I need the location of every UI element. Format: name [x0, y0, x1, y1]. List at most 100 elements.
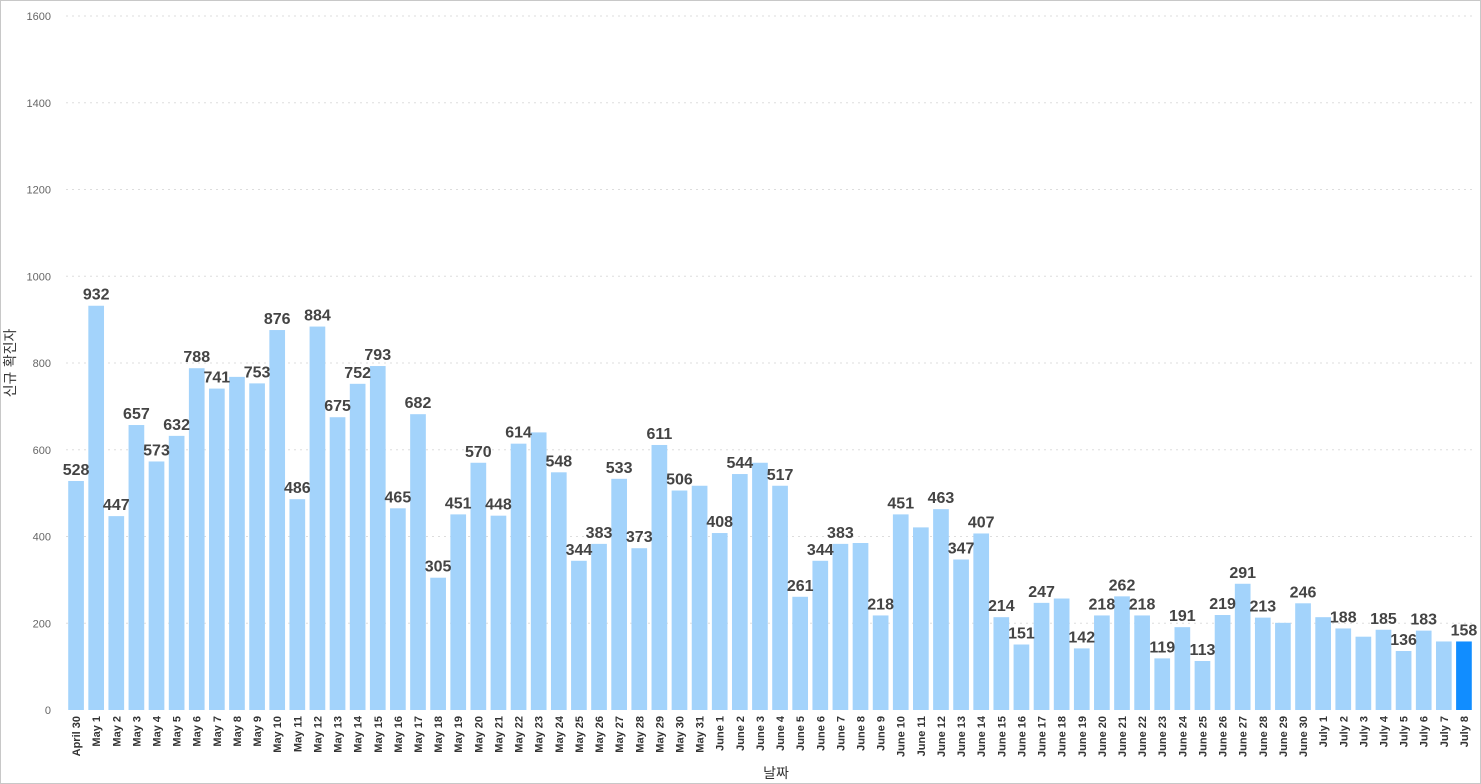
data-label: 675 [324, 398, 351, 415]
bar[interactable] [1073, 648, 1090, 710]
bar[interactable] [1335, 628, 1352, 710]
bar[interactable] [450, 514, 467, 710]
bar[interactable] [1435, 641, 1452, 710]
x-tick-label: May 11 [292, 716, 304, 752]
bar[interactable] [269, 330, 286, 710]
bar[interactable] [591, 543, 607, 710]
y-tick-label: 1200 [27, 185, 51, 197]
x-tick-label: April 30 [71, 716, 83, 756]
bar[interactable] [1275, 622, 1291, 710]
x-tick-label: May 20 [473, 716, 485, 753]
bar[interactable] [1134, 615, 1150, 710]
bar[interactable] [1355, 636, 1372, 710]
bar[interactable] [933, 509, 949, 710]
bar[interactable] [1456, 641, 1472, 710]
x-tick-label: May 9 [252, 716, 264, 747]
bar[interactable] [390, 508, 406, 710]
bar[interactable] [329, 417, 346, 710]
bar[interactable] [1174, 627, 1191, 710]
bar[interactable] [973, 533, 990, 710]
bar[interactable] [852, 543, 869, 710]
bar[interactable] [470, 462, 487, 710]
bar[interactable] [691, 485, 708, 710]
bar[interactable] [1194, 660, 1211, 710]
bar[interactable] [289, 499, 306, 710]
bar[interactable] [1295, 603, 1311, 710]
bar[interactable] [490, 515, 507, 710]
bar[interactable] [309, 326, 326, 710]
bar[interactable] [1013, 644, 1030, 710]
bar[interactable] [1094, 615, 1110, 710]
data-label: 142 [1068, 629, 1095, 646]
data-label: 213 [1249, 599, 1276, 616]
bar[interactable] [892, 514, 909, 710]
data-label: 451 [445, 495, 472, 512]
data-label: 884 [304, 308, 331, 325]
bar[interactable] [410, 414, 426, 710]
data-label: 344 [566, 542, 593, 559]
bar[interactable] [349, 383, 366, 710]
bar[interactable] [510, 443, 527, 710]
bar[interactable] [1214, 615, 1231, 710]
bar[interactable] [430, 577, 446, 710]
bar[interactable] [1053, 598, 1070, 710]
bar[interactable] [128, 425, 145, 710]
bar[interactable] [872, 615, 889, 710]
bar[interactable] [671, 490, 688, 710]
bar[interactable] [1254, 617, 1271, 710]
x-tick-label: June 17 [1037, 716, 1049, 757]
bar[interactable] [249, 383, 265, 710]
bar[interactable] [651, 444, 668, 710]
bar[interactable] [1033, 602, 1050, 710]
bar[interactable] [88, 305, 105, 710]
bar[interactable] [1114, 596, 1130, 710]
bar[interactable] [812, 560, 829, 710]
bar[interactable] [168, 435, 185, 710]
data-label: 158 [1451, 622, 1478, 639]
bar[interactable] [229, 376, 245, 710]
bar[interactable] [611, 478, 627, 710]
x-tick-label: May 13 [333, 716, 345, 753]
bar[interactable] [108, 516, 125, 710]
data-label: 113 [1190, 642, 1216, 659]
bar[interactable] [731, 474, 748, 710]
bar[interactable] [1154, 658, 1171, 710]
bar[interactable] [188, 368, 205, 710]
bar[interactable] [1315, 617, 1331, 710]
data-label: 247 [1028, 584, 1055, 601]
x-tick-label: May 4 [152, 715, 164, 746]
data-label: 506 [666, 472, 693, 489]
x-tick-label: June 25 [1197, 716, 1209, 757]
bar[interactable] [913, 527, 929, 710]
data-label: 741 [204, 370, 231, 387]
bar[interactable] [550, 472, 567, 710]
bar[interactable] [832, 543, 849, 710]
data-label: 344 [807, 542, 834, 559]
bar[interactable] [711, 533, 728, 710]
x-tick-label: May 23 [534, 716, 546, 753]
bar[interactable] [752, 462, 768, 710]
bar[interactable] [772, 485, 788, 710]
bar[interactable] [1395, 651, 1412, 710]
x-tick-label: June 1 [715, 716, 727, 751]
bar[interactable] [1415, 630, 1432, 710]
data-label: 657 [123, 406, 150, 423]
bar[interactable] [1234, 583, 1251, 710]
x-tick-label: June 11 [916, 716, 928, 756]
bar[interactable] [571, 560, 587, 710]
x-tick-label: May 17 [413, 716, 425, 753]
bar[interactable] [209, 388, 225, 710]
bar[interactable] [1375, 629, 1392, 710]
data-label: 517 [767, 467, 794, 484]
bar[interactable] [631, 548, 648, 710]
bar[interactable] [792, 596, 809, 710]
x-tick-label: June 10 [896, 716, 908, 757]
bar[interactable] [530, 432, 547, 710]
bar[interactable] [993, 617, 1010, 710]
bar[interactable] [953, 559, 969, 710]
y-tick-label: 1000 [27, 271, 51, 283]
bar[interactable] [68, 480, 84, 710]
bar[interactable] [148, 461, 165, 710]
bar[interactable] [369, 366, 386, 710]
data-label: 119 [1149, 639, 1175, 656]
